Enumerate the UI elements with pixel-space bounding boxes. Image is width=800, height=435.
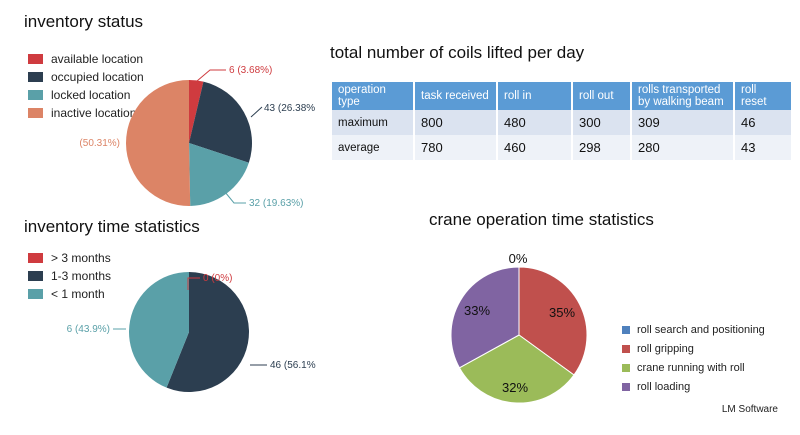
pie-slice-crane-running-with-roll (458, 334, 575, 404)
legend-label: roll loading (637, 380, 691, 393)
crane-title: crane operation time statistics (429, 210, 654, 229)
legend-swatch (28, 108, 43, 118)
legend-swatch (28, 271, 43, 281)
legend-label: occupied location (51, 70, 144, 84)
legend-item: < 1 month (28, 285, 111, 303)
legend-label: 1-3 months (51, 269, 112, 283)
legend-label: available location (51, 52, 144, 66)
coils-title: total number of coils lifted per day (330, 43, 585, 62)
table-cell: 309 (631, 110, 735, 135)
footer-brand: LM Software (721, 404, 778, 415)
legend-swatch (622, 344, 630, 353)
column-header: roll out (572, 82, 632, 110)
table-cell: 280 (631, 135, 735, 160)
table-cell: 43 (734, 135, 793, 160)
column-header: task received (414, 82, 498, 110)
slice-label-search: 0% (509, 251, 528, 266)
legend-item: roll loading (622, 377, 765, 396)
legend-item: roll gripping (622, 339, 765, 358)
legend-label: > 3 months (51, 251, 111, 265)
legend-swatch (622, 325, 630, 334)
legend-label: locked location (51, 88, 131, 102)
coils-table: operation type task received roll in rol… (332, 82, 793, 160)
legend-label: crane running with roll (637, 361, 745, 374)
legend-swatch (28, 72, 43, 82)
table-row: average 780 460 298 280 43 (332, 135, 793, 160)
slice-label-1-3-months: 46 (56.1% (270, 360, 316, 371)
slice-label-locked: 32 (19.63%) (249, 198, 303, 209)
table-row: maximum 800 480 300 309 46 (332, 110, 793, 135)
pie-slice--1-month (128, 272, 189, 388)
table-cell: 480 (497, 110, 573, 135)
legend-label: roll search and positioning (637, 323, 765, 336)
legend-label: inactive location (51, 106, 137, 120)
pie-slice-available-location (189, 80, 204, 143)
slice-label-occupied: 43 (26.38% (264, 103, 315, 114)
table-cell: maximum (332, 110, 415, 135)
legend-swatch (28, 289, 43, 299)
legend-item: > 3 months (28, 249, 111, 267)
legend-swatch (622, 363, 630, 372)
column-header: rolls transported by walking beam (631, 82, 735, 110)
legend-item: crane running with roll (622, 358, 765, 377)
legend-swatch (28, 253, 43, 263)
table-cell: 300 (572, 110, 632, 135)
pie-slice-occupied-location (189, 81, 252, 163)
legend-swatch (28, 90, 43, 100)
table-header-row: operation type task received roll in rol… (332, 82, 793, 110)
table-cell: average (332, 135, 415, 160)
legend-item: occupied location (28, 68, 144, 86)
column-header: operation type (332, 82, 415, 110)
legend-label: < 1 month (51, 287, 105, 301)
inventory-time-pie: 0 (0%) 46 (56.1% 6 (43.9%) (67, 272, 316, 392)
pie-slice-roll-gripping (518, 266, 588, 376)
crane-legend: roll search and positioning roll grippin… (622, 320, 765, 396)
column-header: roll in (497, 82, 573, 110)
inventory-status-pie: 6 (3.68%) 43 (26.38% 32 (19.63%) (50.31%… (79, 65, 315, 209)
table-cell: 298 (572, 135, 632, 160)
inventory-status-title: inventory status (24, 12, 144, 31)
legend-item: 1-3 months (28, 267, 111, 285)
legend-label: roll gripping (637, 342, 694, 355)
slice-label-over-3-months: 0 (0%) (203, 273, 232, 284)
table-cell: 460 (497, 135, 573, 160)
pie-slice-1-3-months (166, 272, 249, 392)
legend-item: inactive location (28, 104, 144, 122)
legend-item: roll search and positioning (622, 320, 765, 339)
pie-slice-locked-location (189, 143, 249, 206)
slice-label-loading: 33% (464, 303, 490, 318)
column-header: roll reset (734, 82, 793, 110)
pie-slice-inactive-location (126, 79, 191, 206)
inventory-status-legend: available location occupied location loc… (28, 50, 144, 122)
legend-swatch (28, 54, 43, 64)
legend-item: locked location (28, 86, 144, 104)
table-cell: 780 (414, 135, 498, 160)
crane-pie: 0% 35% 32% 33% (450, 251, 588, 404)
inventory-time-title: inventory time statistics (24, 217, 200, 236)
table-cell: 800 (414, 110, 498, 135)
table-cell: 46 (734, 110, 793, 135)
legend-item: available location (28, 50, 144, 68)
slice-label-under-1-month: 6 (43.9%) (67, 324, 110, 335)
slice-label-inactive: (50.31%) (79, 138, 120, 149)
pie-slice-roll-loading (450, 266, 520, 369)
slice-label-running: 32% (502, 380, 528, 395)
slice-label-gripping: 35% (549, 305, 575, 320)
legend-swatch (622, 382, 630, 391)
inventory-time-legend: > 3 months 1-3 months < 1 month (28, 249, 111, 303)
slice-label-available: 6 (3.68%) (229, 65, 272, 76)
